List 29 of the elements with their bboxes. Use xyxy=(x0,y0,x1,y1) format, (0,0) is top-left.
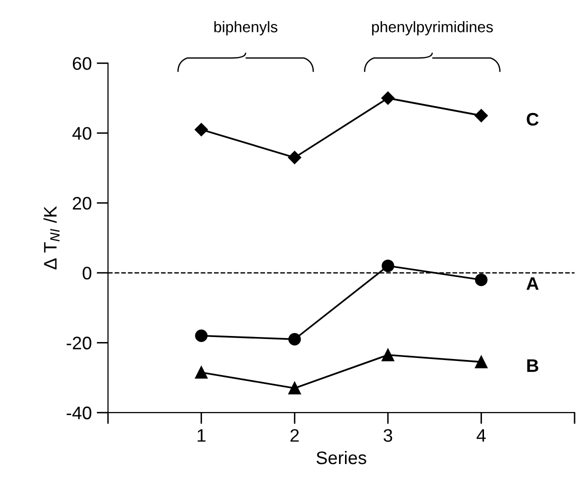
text: A xyxy=(526,277,539,290)
y-axis-title: Δ T$_{NI}$ /K xyxy=(43,206,60,270)
point xyxy=(195,329,208,342)
x-tick-label: 1 xyxy=(198,429,206,442)
point xyxy=(382,260,394,272)
point xyxy=(475,274,488,286)
point xyxy=(195,366,208,379)
point xyxy=(288,150,302,164)
y-tick-label: -20 xyxy=(66,336,92,350)
y-tick-label: -40 xyxy=(66,406,92,420)
point xyxy=(382,348,394,362)
y-tick-label: 60 xyxy=(72,57,92,70)
point xyxy=(194,122,208,136)
x-tick-label: 4 xyxy=(476,429,486,442)
y-tick-label: 40 xyxy=(72,127,92,140)
y-tick-label: 0 xyxy=(82,266,92,280)
text: biphenyls xyxy=(214,21,278,36)
text: C xyxy=(526,112,539,126)
x-tick-label: 2 xyxy=(290,429,299,442)
point xyxy=(288,332,301,346)
x-axis-title: Series xyxy=(316,450,366,464)
y-tick-label: 20 xyxy=(72,196,92,210)
x-tick-label: 3 xyxy=(384,429,392,442)
point xyxy=(474,109,488,122)
point xyxy=(475,356,488,368)
text: phenylpyrimidines xyxy=(372,21,493,36)
point xyxy=(288,382,301,394)
point xyxy=(381,92,395,105)
text: B xyxy=(527,359,538,372)
